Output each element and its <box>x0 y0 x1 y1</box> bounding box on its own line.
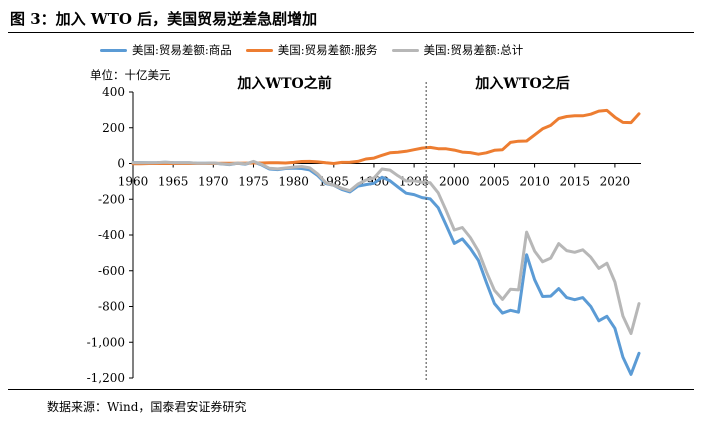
unit-label: 单位：十亿美元 <box>90 68 171 82</box>
series-line-goods <box>131 160 641 376</box>
x-tick-label: 2005 <box>479 175 510 189</box>
source-rule <box>8 389 694 390</box>
series-layer <box>131 108 641 376</box>
chart-legend: 美国:贸易差额:商品 美国:贸易差额:服务 美国:贸易差额:总计 <box>100 42 523 58</box>
y-tick-label: -800 <box>98 300 125 314</box>
legend-label-services: 美国:贸易差额:服务 <box>277 43 378 57</box>
x-tick-label: 1980 <box>278 175 309 189</box>
label-before-wto: 加入WTO之前 <box>236 75 331 92</box>
title-rule <box>8 32 694 34</box>
legend-label-goods: 美国:贸易差额:商品 <box>132 43 232 57</box>
y-tick-label: -400 <box>98 228 125 242</box>
x-tick-label: 2020 <box>600 175 631 189</box>
legend-label-total: 美国:贸易差额:总计 <box>423 43 524 57</box>
legend-item-goods: 美国:贸易差额:商品 <box>100 42 232 58</box>
y-tick-label: -1,000 <box>87 335 125 349</box>
y-tick-label: 400 <box>102 85 125 99</box>
y-tick-label: -200 <box>98 192 125 206</box>
y-tick-label: 200 <box>102 121 125 135</box>
x-tick-label: 2000 <box>439 175 470 189</box>
x-tick-label: 2010 <box>519 175 550 189</box>
legend-swatch-services <box>245 48 273 52</box>
x-tick-label: 2015 <box>559 175 590 189</box>
x-tick-label: 1970 <box>198 175 229 189</box>
figure-title: 图 3：加入 WTO 后，美国贸易逆差急剧增加 <box>10 10 318 28</box>
legend-item-total: 美国:贸易差额:总计 <box>391 42 524 58</box>
legend-item-services: 美国:贸易差额:服务 <box>245 42 378 58</box>
series-line-services <box>131 108 641 166</box>
x-tick-label: 1965 <box>158 175 189 189</box>
y-tick-label: 0 <box>117 157 125 171</box>
legend-swatch-total <box>391 48 419 52</box>
x-tick-label: 1960 <box>118 175 149 189</box>
y-tick-label: -1,200 <box>87 371 125 385</box>
series-line-total <box>131 159 641 335</box>
x-tick-label: 1975 <box>238 175 269 189</box>
label-after-wto: 加入WTO之后 <box>474 75 569 92</box>
y-tick-label: -600 <box>98 264 125 278</box>
source-note: 数据来源：Wind，国泰君安证券研究 <box>47 400 247 414</box>
legend-swatch-goods <box>100 48 127 52</box>
